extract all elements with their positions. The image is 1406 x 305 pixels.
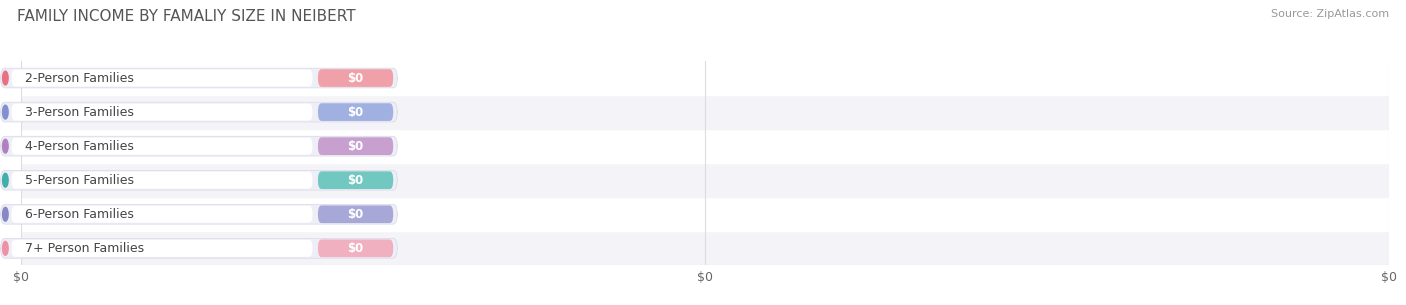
FancyBboxPatch shape bbox=[11, 138, 312, 155]
Bar bbox=[21, 231, 1389, 265]
Text: 5-Person Families: 5-Person Families bbox=[24, 174, 134, 187]
FancyBboxPatch shape bbox=[318, 69, 394, 87]
Text: $0: $0 bbox=[347, 242, 364, 255]
Text: Source: ZipAtlas.com: Source: ZipAtlas.com bbox=[1271, 9, 1389, 19]
Text: $0: $0 bbox=[347, 72, 364, 84]
Circle shape bbox=[3, 207, 8, 221]
FancyBboxPatch shape bbox=[0, 68, 398, 88]
Text: 2-Person Families: 2-Person Families bbox=[24, 72, 134, 84]
Bar bbox=[21, 163, 1389, 197]
Bar bbox=[21, 197, 1389, 231]
Bar bbox=[21, 61, 1389, 95]
FancyBboxPatch shape bbox=[318, 103, 394, 121]
FancyBboxPatch shape bbox=[318, 239, 394, 257]
Text: 7+ Person Families: 7+ Person Families bbox=[24, 242, 143, 255]
FancyBboxPatch shape bbox=[11, 70, 312, 87]
Text: 6-Person Families: 6-Person Families bbox=[24, 208, 134, 221]
Text: $0: $0 bbox=[347, 174, 364, 187]
Bar bbox=[21, 129, 1389, 163]
FancyBboxPatch shape bbox=[11, 240, 312, 257]
FancyBboxPatch shape bbox=[318, 171, 394, 189]
FancyBboxPatch shape bbox=[11, 172, 312, 189]
FancyBboxPatch shape bbox=[0, 239, 398, 258]
Circle shape bbox=[3, 241, 8, 255]
Circle shape bbox=[3, 173, 8, 187]
FancyBboxPatch shape bbox=[11, 206, 312, 223]
Text: $0: $0 bbox=[347, 140, 364, 152]
Circle shape bbox=[3, 71, 8, 85]
Text: 3-Person Families: 3-Person Families bbox=[24, 106, 134, 119]
FancyBboxPatch shape bbox=[0, 204, 398, 224]
Text: 4-Person Families: 4-Person Families bbox=[24, 140, 134, 152]
Text: FAMILY INCOME BY FAMALIY SIZE IN NEIBERT: FAMILY INCOME BY FAMALIY SIZE IN NEIBERT bbox=[17, 9, 356, 24]
FancyBboxPatch shape bbox=[0, 102, 398, 122]
Circle shape bbox=[3, 105, 8, 119]
FancyBboxPatch shape bbox=[0, 136, 398, 156]
FancyBboxPatch shape bbox=[318, 205, 394, 223]
Circle shape bbox=[3, 139, 8, 153]
FancyBboxPatch shape bbox=[0, 170, 398, 190]
Text: $0: $0 bbox=[347, 208, 364, 221]
FancyBboxPatch shape bbox=[11, 104, 312, 120]
FancyBboxPatch shape bbox=[318, 137, 394, 155]
Bar bbox=[21, 95, 1389, 129]
Text: $0: $0 bbox=[347, 106, 364, 119]
